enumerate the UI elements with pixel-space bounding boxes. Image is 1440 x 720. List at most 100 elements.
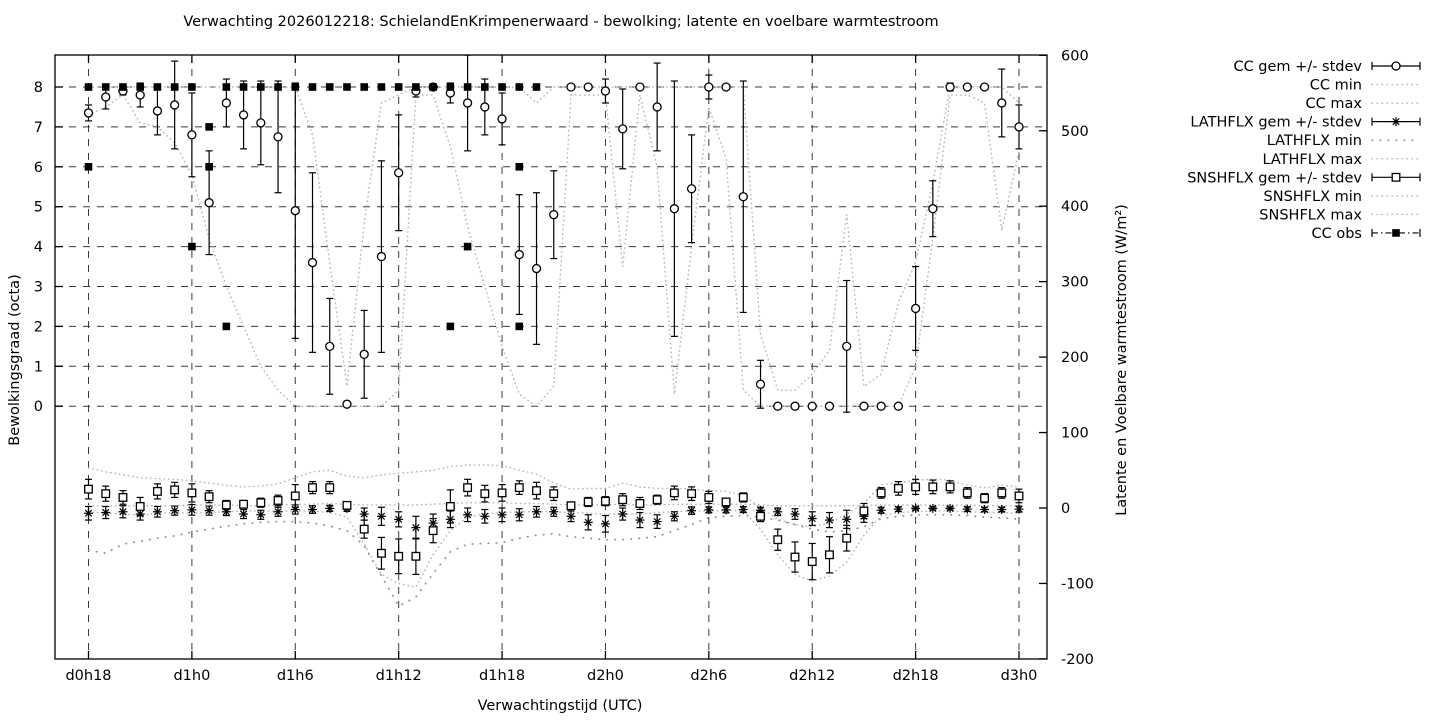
open-square-marker <box>308 483 317 493</box>
circle-marker <box>549 210 559 220</box>
open-square-marker <box>221 500 231 510</box>
open-square-marker <box>359 524 369 534</box>
circle-marker <box>531 263 542 274</box>
circle-marker <box>462 98 473 108</box>
circle-marker <box>514 249 524 260</box>
open-square-marker <box>187 488 197 498</box>
circle-marker <box>480 102 490 112</box>
y-left-tick-label: 1 <box>34 359 43 375</box>
x-tick-label: d1h18 <box>479 668 525 684</box>
y-right-tick-label: 100 <box>1061 426 1089 442</box>
circle-marker <box>773 401 783 411</box>
circle-marker <box>101 92 111 102</box>
y-left-tick-label: 7 <box>34 120 43 136</box>
filled-square-marker <box>446 83 455 91</box>
circle-marker <box>721 82 731 92</box>
open-square-marker <box>911 482 921 492</box>
x-tick-label: d1h6 <box>277 668 314 684</box>
open-square-marker <box>445 502 455 511</box>
filled-square-marker <box>325 83 334 91</box>
y-right-tick-label: 600 <box>1061 48 1089 64</box>
y-right-tick-label: 500 <box>1061 124 1089 140</box>
lathflx_gem-series <box>84 503 1024 540</box>
open-square-marker <box>790 552 800 562</box>
open-square-marker <box>687 489 697 499</box>
open-square-marker <box>997 488 1007 498</box>
filled-square-marker <box>481 83 489 91</box>
circle-marker <box>876 401 886 411</box>
filled-square-marker <box>463 83 472 91</box>
legend-label: CC obs <box>1312 226 1363 242</box>
circle-marker <box>842 341 852 352</box>
open-square-marker <box>428 526 438 536</box>
filled-square-marker <box>188 242 196 251</box>
open-square-marker <box>290 491 300 501</box>
open-square-marker <box>721 497 731 507</box>
legend-row-snshflx_gem: SNSHFLX gem +/- stdev <box>1187 170 1421 186</box>
chart-title: Verwachting 2026012218: SchielandEnKrimp… <box>183 14 939 30</box>
filled-square-marker <box>101 83 110 91</box>
circle-marker <box>755 379 766 389</box>
y-right-tick-label: 200 <box>1061 350 1089 366</box>
x-tick-label: d1h12 <box>376 668 422 684</box>
open-square-marker <box>928 482 938 492</box>
filled-square-marker <box>412 83 420 91</box>
circle-marker <box>83 108 94 118</box>
open-square-marker <box>807 557 817 567</box>
filled-square-marker <box>394 83 403 91</box>
axes <box>54 54 1048 660</box>
y-left-tick-label: 3 <box>34 280 43 296</box>
circle-marker <box>394 168 404 178</box>
legend-row-cc_gem: CC gem +/- stdev <box>1233 59 1421 75</box>
circle-marker <box>893 401 904 411</box>
legend-row-snshflx_max: SNSHFLX max <box>1259 207 1421 223</box>
filled-square-marker <box>274 83 282 91</box>
x-tick-label: d0h18 <box>65 668 111 684</box>
open-square-marker <box>1014 491 1024 501</box>
open-square-marker <box>566 501 576 511</box>
legend-row-lathflx_min: LATHFLX min <box>1267 133 1421 149</box>
open-square-marker <box>118 492 128 502</box>
open-square-marker <box>652 495 662 505</box>
filled-square-marker <box>291 83 300 91</box>
open-square-marker <box>893 483 903 493</box>
y-right-tick-label: -100 <box>1061 576 1094 592</box>
open-square-marker <box>152 486 162 496</box>
circle-marker <box>686 184 697 194</box>
filled-square-marker <box>136 83 144 91</box>
circle-marker <box>790 401 800 411</box>
open-square-marker <box>376 548 386 558</box>
legend-label: SNSHFLX min <box>1264 189 1362 205</box>
open-square-marker <box>549 489 559 499</box>
open-square-marker <box>84 484 93 494</box>
x-tick-label: d3h0 <box>1001 668 1038 684</box>
open-square-marker <box>773 535 783 545</box>
circle-marker <box>738 192 748 202</box>
open-square-marker <box>325 483 335 493</box>
circle-marker <box>204 198 214 208</box>
circle-marker <box>928 204 938 214</box>
circle-marker <box>618 124 628 134</box>
open-square-marker <box>239 499 249 509</box>
y-right-tick-label: -200 <box>1061 652 1094 668</box>
filled-square-marker <box>532 83 541 91</box>
filled-square-marker <box>515 83 524 91</box>
legend-row-snshflx_min: SNSHFLX min <box>1264 189 1421 205</box>
filled-square-marker <box>188 83 196 91</box>
legend-row-lathflx_max: LATHFLX max <box>1262 152 1421 168</box>
filled-square-marker <box>84 163 93 171</box>
tick-labels: d0h18 d1h0 d1h6 d1h12 d1h18 d2h0 d2h6 d2h12 d2h1… <box>34 48 1094 684</box>
y-left-tick-label: 5 <box>34 200 43 216</box>
y-left-tick-label: 8 <box>34 80 43 96</box>
open-square-marker <box>480 489 490 499</box>
filled-square-marker <box>498 83 506 91</box>
open-square-marker <box>342 500 352 510</box>
circle-marker <box>1014 122 1024 132</box>
open-square-marker <box>756 511 765 521</box>
filled-square-marker <box>515 163 524 171</box>
open-square-marker <box>204 492 214 502</box>
circle-marker <box>583 82 593 92</box>
open-square-marker <box>411 551 421 561</box>
circle-marker <box>704 82 714 92</box>
circle-marker <box>290 206 300 216</box>
